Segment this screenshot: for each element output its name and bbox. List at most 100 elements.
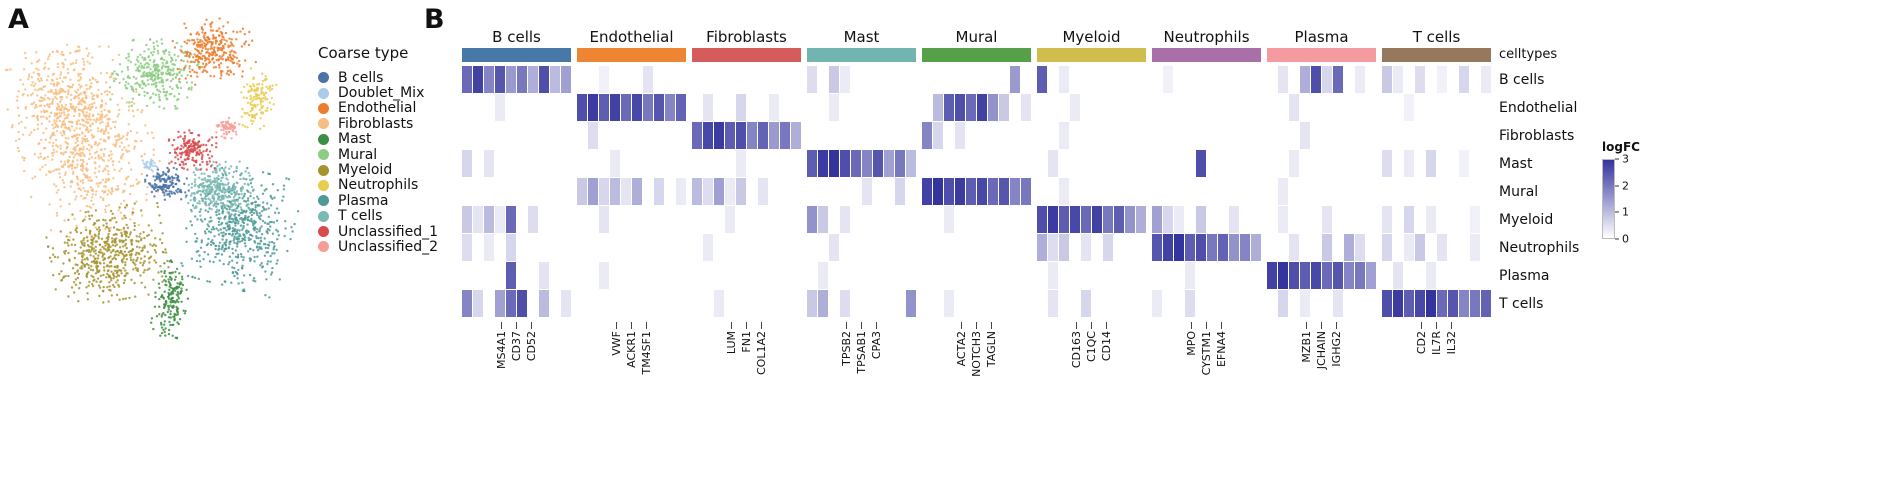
- heatmap-cell: [1311, 206, 1321, 233]
- heatmap-cell: [506, 290, 516, 317]
- heatmap-cell: [1470, 94, 1480, 121]
- heatmap-cell: [692, 66, 702, 93]
- heatmap-cell: [517, 290, 527, 317]
- gene-label-connector: [991, 322, 992, 329]
- gene-label: C1QC: [1085, 331, 1098, 363]
- heatmap-cell: [1229, 150, 1239, 177]
- heatmap-cell: [884, 94, 894, 121]
- heatmap-cell: [473, 122, 483, 149]
- gene-label-connector: [1336, 322, 1337, 329]
- heatmap-cell: [495, 262, 505, 289]
- heatmap-cell: [840, 150, 850, 177]
- heatmap-cell: [1393, 290, 1403, 317]
- heatmap-cell: [1114, 234, 1124, 261]
- heatmap-cell: [1251, 122, 1261, 149]
- heatmap-cell: [1366, 290, 1376, 317]
- heatmap-cell: [1344, 206, 1354, 233]
- heatmap-cell: [1207, 262, 1217, 289]
- heatmap-cell: [676, 150, 686, 177]
- heatmap-cell: [473, 290, 483, 317]
- heatmap-cell: [884, 290, 894, 317]
- heatmap-cell: [484, 178, 494, 205]
- legend-item-plasma: Plasma: [318, 193, 438, 209]
- heatmap-cell: [769, 178, 779, 205]
- colorbar-tick-mark: [1615, 211, 1619, 213]
- gene-label-wrap: ACKR1: [625, 322, 638, 375]
- heatmap-cell: [1218, 150, 1228, 177]
- heatmap-cell: [1163, 94, 1173, 121]
- heatmap-grid: [1037, 66, 1146, 317]
- heatmap-cell: [736, 178, 746, 205]
- heatmap-cell: [988, 206, 998, 233]
- heatmap-cell: [1448, 290, 1458, 317]
- heatmap-cell: [1437, 206, 1447, 233]
- heatmap-cell: [895, 122, 905, 149]
- heatmap-cell: [1125, 262, 1135, 289]
- heatmap-cell: [747, 262, 757, 289]
- heatmap-cell: [1322, 290, 1332, 317]
- heatmap-cell: [1125, 234, 1135, 261]
- heatmap-cell: [484, 234, 494, 261]
- heatmap-cell: [769, 150, 779, 177]
- heatmap-cell: [1426, 234, 1436, 261]
- heatmap-cell: [1229, 66, 1239, 93]
- gene-label-connector: [731, 322, 732, 329]
- heatmap-cell: [1267, 66, 1277, 93]
- heatmap-cell: [484, 262, 494, 289]
- heatmap-cell: [1207, 66, 1217, 93]
- heatmap-cell: [1048, 150, 1058, 177]
- heatmap-cell: [758, 234, 768, 261]
- heatmap-cell: [725, 66, 735, 93]
- heatmap-cell: [1366, 206, 1376, 233]
- heatmap-cell: [588, 290, 598, 317]
- heatmap-cell: [818, 234, 828, 261]
- heatmap-grid: [692, 66, 801, 317]
- heatmap-cell: [1185, 66, 1195, 93]
- heatmap-cell: [1344, 290, 1354, 317]
- gene-label-connector: [1306, 322, 1307, 329]
- heatmap-cell: [725, 262, 735, 289]
- heatmap-cell: [1404, 234, 1414, 261]
- heatmap-cell: [999, 94, 1009, 121]
- heatmap-cell: [1207, 94, 1217, 121]
- heatmap-cell: [665, 290, 675, 317]
- heatmap-cell: [1114, 178, 1124, 205]
- heatmap-cell: [758, 178, 768, 205]
- heatmap-cell: [829, 150, 839, 177]
- gene-label: TM4SF1: [640, 331, 653, 375]
- heatmap-cell: [1092, 66, 1102, 93]
- legend-items: B cells Doublet_Mix Endothelial Fibroblasts…: [318, 70, 438, 255]
- heatmap-cell: [1448, 150, 1458, 177]
- heatmap-cell: [780, 290, 790, 317]
- heatmap-cell: [1333, 66, 1343, 93]
- heatmap-cell: [791, 150, 801, 177]
- heatmap-cell: [643, 94, 653, 121]
- heatmap-cell: [1404, 66, 1414, 93]
- legend-item-neutrophils: Neutrophils: [318, 177, 438, 193]
- heatmap-cell: [1278, 290, 1288, 317]
- heatmap-cell: [977, 66, 987, 93]
- heatmap-cell: [725, 150, 735, 177]
- heatmap-cell: [895, 206, 905, 233]
- heatmap-cell: [829, 234, 839, 261]
- gene-label: TPSB2: [840, 331, 853, 366]
- heatmap-cell: [862, 178, 872, 205]
- heatmap-cell: [955, 178, 965, 205]
- heatmap-cell: [1218, 234, 1228, 261]
- heatmap-cell: [829, 178, 839, 205]
- heatmap-cell: [539, 290, 549, 317]
- gene-label-connector: [616, 322, 617, 329]
- heatmap-grid: [462, 66, 571, 317]
- heatmap-cell: [1267, 122, 1277, 149]
- legend-label: B cells: [338, 69, 384, 86]
- heatmap-cell: [1393, 122, 1403, 149]
- heatmap-cell: [1092, 206, 1102, 233]
- heatmap-cell: [725, 206, 735, 233]
- gene-label-connector: [1321, 322, 1322, 329]
- heatmap-cell: [1174, 94, 1184, 121]
- heatmap-cell: [873, 94, 883, 121]
- heatmap-cell: [1240, 206, 1250, 233]
- heatmap-cell: [703, 234, 713, 261]
- heatmap-cell: [1037, 178, 1047, 205]
- heatmap-cell: [791, 66, 801, 93]
